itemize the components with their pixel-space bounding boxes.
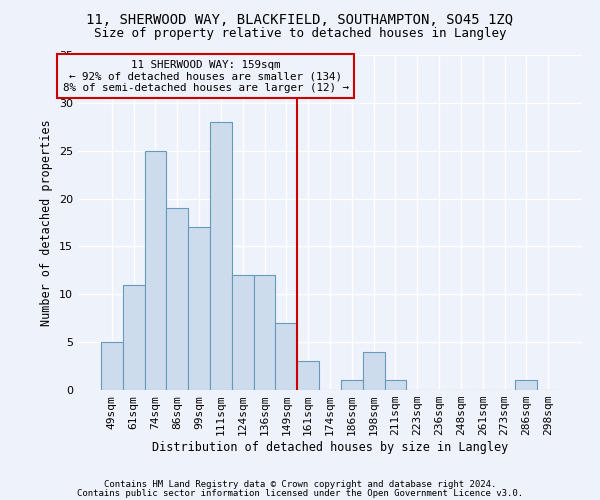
Bar <box>297 362 319 390</box>
Bar <box>515 380 537 390</box>
Bar <box>254 275 275 390</box>
Text: 11 SHERWOOD WAY: 159sqm
← 92% of detached houses are smaller (134)
8% of semi-de: 11 SHERWOOD WAY: 159sqm ← 92% of detache… <box>62 60 349 93</box>
Bar <box>210 122 232 390</box>
Bar <box>166 208 188 390</box>
Bar <box>188 228 210 390</box>
Bar <box>232 275 254 390</box>
Bar <box>385 380 406 390</box>
Bar <box>145 150 166 390</box>
Text: Contains HM Land Registry data © Crown copyright and database right 2024.: Contains HM Land Registry data © Crown c… <box>104 480 496 489</box>
Bar <box>123 284 145 390</box>
Bar <box>341 380 363 390</box>
Bar <box>101 342 123 390</box>
Text: Contains public sector information licensed under the Open Government Licence v3: Contains public sector information licen… <box>77 488 523 498</box>
X-axis label: Distribution of detached houses by size in Langley: Distribution of detached houses by size … <box>152 441 508 454</box>
Y-axis label: Number of detached properties: Number of detached properties <box>40 119 53 326</box>
Text: 11, SHERWOOD WAY, BLACKFIELD, SOUTHAMPTON, SO45 1ZQ: 11, SHERWOOD WAY, BLACKFIELD, SOUTHAMPTO… <box>86 12 514 26</box>
Bar <box>275 323 297 390</box>
Bar <box>363 352 385 390</box>
Text: Size of property relative to detached houses in Langley: Size of property relative to detached ho… <box>94 28 506 40</box>
